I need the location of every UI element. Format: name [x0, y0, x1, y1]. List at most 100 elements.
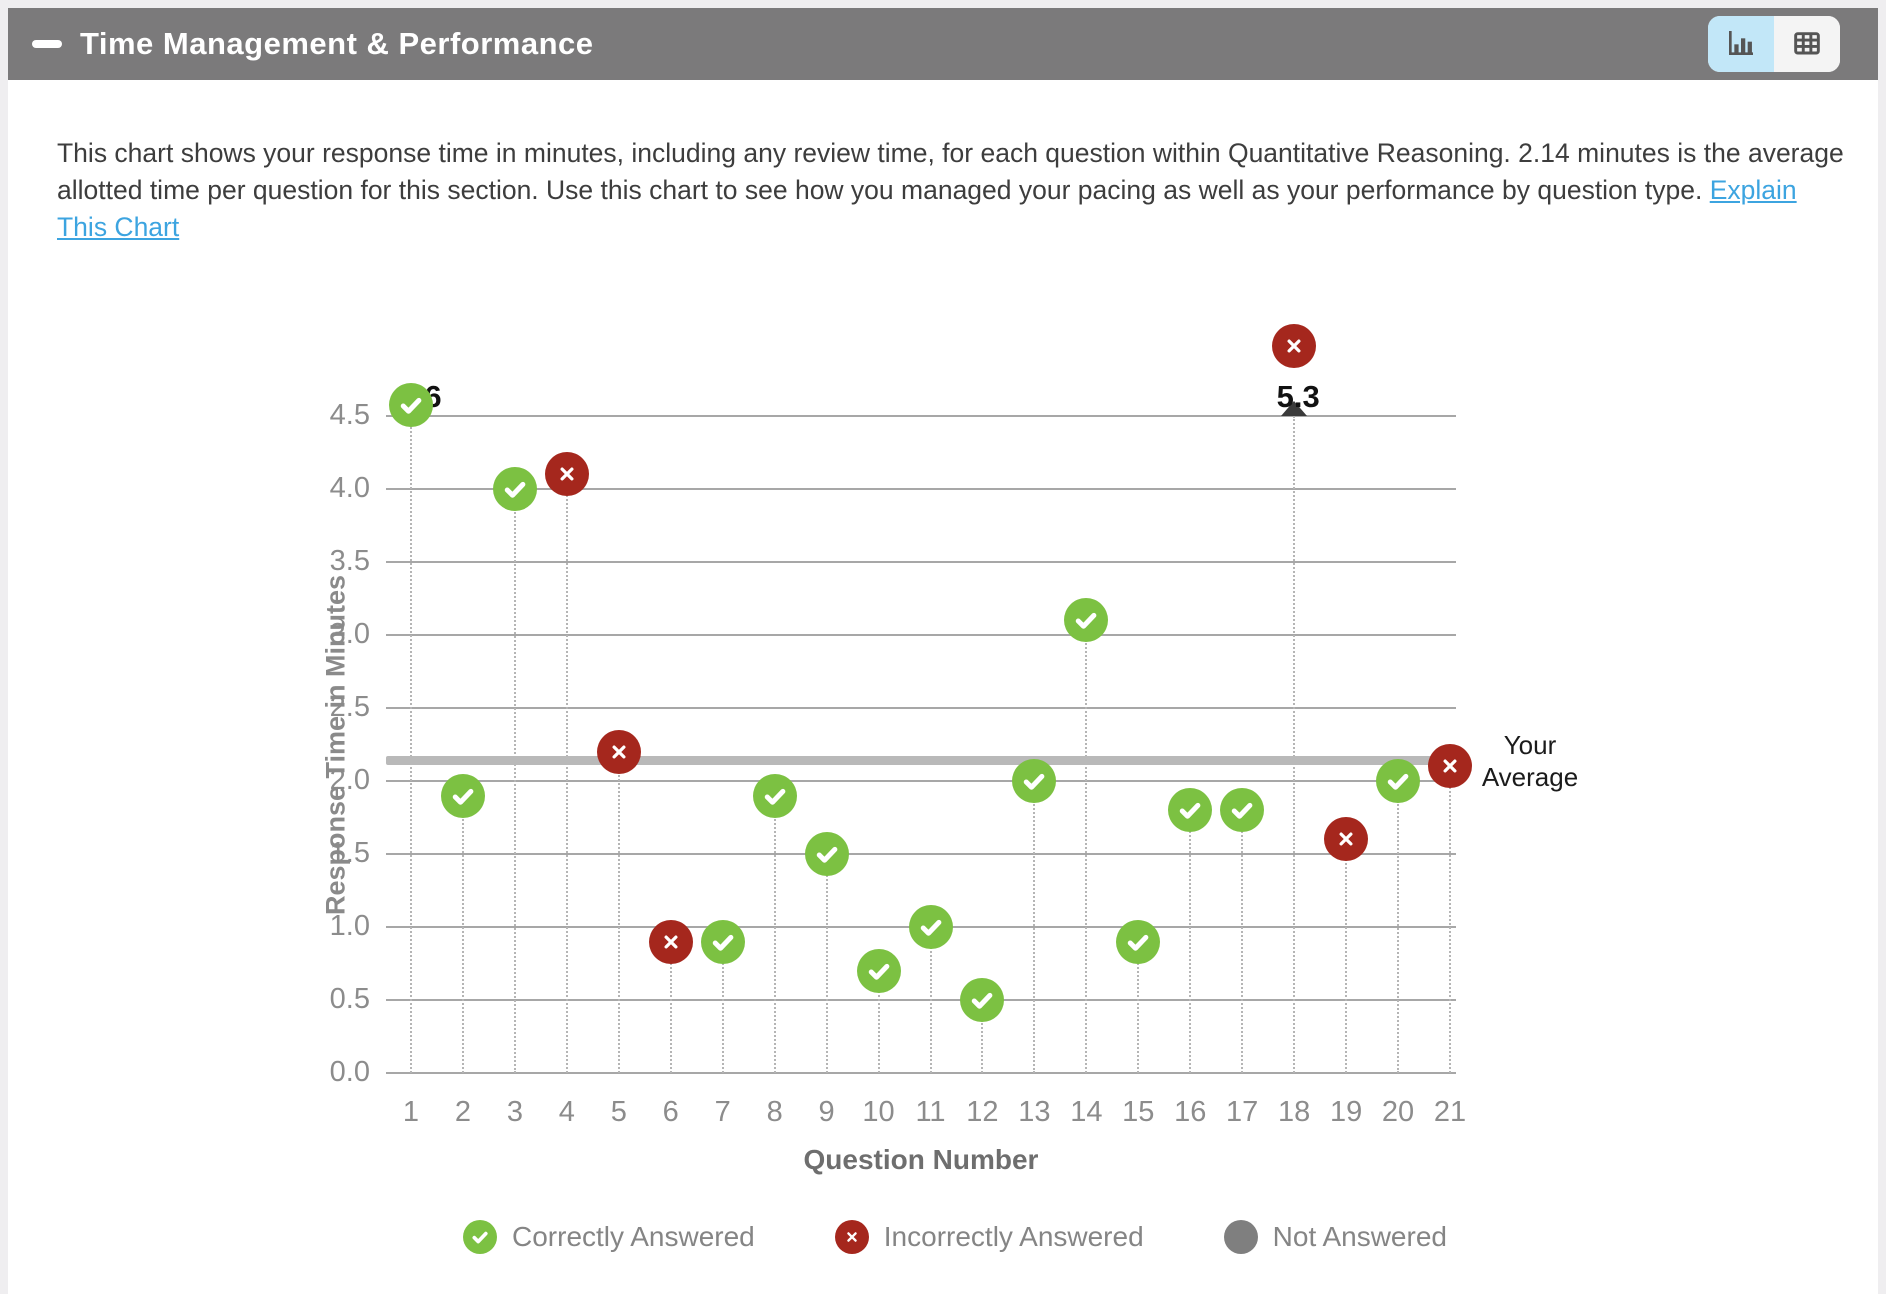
x-tick-label: 18	[1278, 1096, 1311, 1128]
check-icon	[472, 1231, 488, 1244]
y-tick-label: 2.0	[329, 764, 370, 796]
x-icon	[612, 745, 626, 759]
data-point-marker[interactable]	[1168, 788, 1213, 833]
check-icon	[1387, 773, 1409, 790]
gridline	[386, 415, 1456, 417]
y-tick-label: 1.0	[329, 910, 370, 942]
description-text: This chart shows your response time in m…	[57, 137, 1844, 205]
check-icon	[712, 934, 734, 951]
average-label: Your Average	[1470, 729, 1590, 793]
drop-line	[410, 416, 412, 1073]
drop-line	[513, 489, 516, 1073]
data-point-marker[interactable]	[389, 383, 433, 427]
collapse-minus-icon[interactable]	[32, 40, 62, 48]
section-header: Time Management & Performance	[8, 8, 1878, 80]
average-line	[386, 756, 1460, 766]
gridline	[386, 707, 1456, 709]
data-point-marker[interactable]	[1428, 744, 1472, 789]
gridline	[386, 853, 1456, 855]
chart-view-button[interactable]	[1708, 16, 1774, 72]
x-tick-label: 19	[1329, 1096, 1363, 1128]
section-title: Time Management & Performance	[80, 26, 594, 61]
drop-line	[773, 795, 776, 1073]
x-tick-label: 5	[610, 1096, 627, 1128]
data-point-marker[interactable]	[1116, 919, 1161, 964]
drop-line	[1293, 416, 1296, 1073]
x-icon	[1287, 339, 1301, 353]
data-point-marker[interactable]	[752, 773, 797, 818]
data-point-marker[interactable]	[908, 905, 953, 949]
check-icon	[452, 788, 474, 805]
x-tick-label: 9	[818, 1096, 835, 1128]
legend-x-icon	[834, 1220, 869, 1254]
x-tick-label: 7	[714, 1096, 731, 1128]
y-tick-label: 3.0	[329, 618, 370, 650]
x-tick-label: 6	[662, 1096, 679, 1128]
average-label-line2: Average	[1481, 761, 1579, 792]
legend-dot-icon	[1223, 1220, 1258, 1254]
drop-line	[1449, 766, 1451, 1073]
legend-check-icon	[463, 1220, 497, 1254]
x-icon	[1339, 832, 1353, 846]
legend-item-none: Not Answered	[1223, 1220, 1447, 1254]
data-point-marker[interactable]	[1012, 759, 1057, 803]
gridline	[386, 634, 1456, 636]
check-icon	[1128, 934, 1149, 951]
gridline	[386, 999, 1456, 1001]
bar-chart-icon	[1725, 27, 1757, 62]
check-icon	[400, 397, 422, 414]
drop-line	[1397, 781, 1400, 1073]
data-point-marker[interactable]	[804, 832, 849, 876]
drop-line	[565, 474, 568, 1073]
data-point-marker[interactable]	[1324, 817, 1369, 862]
y-tick-label: 4.5	[329, 399, 370, 431]
y-tick-label: 0.0	[329, 1056, 370, 1088]
y-axis-title: Response Time in Minutes	[320, 574, 351, 916]
chart-legend: Correctly Answered Incorrectly Answered No…	[463, 1220, 1447, 1254]
x-tick-label: 3	[506, 1096, 523, 1128]
check-icon	[1024, 773, 1045, 790]
y-tick-label: 1.5	[329, 837, 370, 869]
x-icon	[560, 467, 574, 481]
data-point-marker[interactable]	[1272, 324, 1317, 368]
drop-line	[617, 751, 620, 1073]
data-point-marker[interactable]	[1376, 759, 1421, 803]
check-icon	[764, 788, 786, 805]
data-point-marker[interactable]	[1220, 788, 1265, 833]
x-tick-label: 12	[966, 1096, 999, 1128]
explain-this-chart-link[interactable]: Explain This Chart	[57, 174, 1797, 242]
x-icon	[664, 935, 678, 949]
data-point-marker[interactable]	[1064, 598, 1109, 643]
check-icon	[504, 481, 526, 498]
drop-line	[1189, 810, 1192, 1073]
drop-line	[825, 854, 828, 1073]
check-icon	[1231, 803, 1253, 819]
check-icon	[868, 963, 889, 980]
report-card: Time Management & Performance	[8, 8, 1878, 1294]
drop-line	[1241, 810, 1244, 1073]
data-point-marker[interactable]	[544, 452, 589, 497]
data-point-marker[interactable]	[960, 978, 1005, 1022]
legend-label: Not Answered	[1272, 1221, 1447, 1252]
check-icon	[816, 846, 837, 863]
table-view-button[interactable]	[1774, 16, 1840, 72]
data-point-marker[interactable]	[596, 729, 641, 774]
x-axis-title: Question Number	[803, 1144, 1039, 1175]
legend-item-incorrect: Incorrectly Answered	[834, 1220, 1144, 1254]
check-icon	[920, 919, 941, 936]
data-point-marker[interactable]	[700, 919, 745, 964]
y-tick-label: 0.5	[329, 983, 370, 1015]
legend-label: Correctly Answered	[512, 1221, 755, 1252]
legend-label: Incorrectly Answered	[883, 1221, 1144, 1252]
data-point-marker[interactable]	[492, 467, 537, 511]
data-point-marker[interactable]	[648, 919, 693, 964]
data-point-marker[interactable]	[856, 948, 901, 993]
data-point-marker[interactable]	[440, 773, 485, 818]
x-tick-label: 10	[862, 1096, 895, 1128]
view-toggle-group	[1708, 16, 1840, 72]
x-tick-label: 2	[454, 1096, 471, 1128]
clipped-value-label: 5.3	[1276, 379, 1320, 414]
y-tick-label: 3.5	[329, 545, 370, 577]
drop-line	[1085, 620, 1088, 1073]
